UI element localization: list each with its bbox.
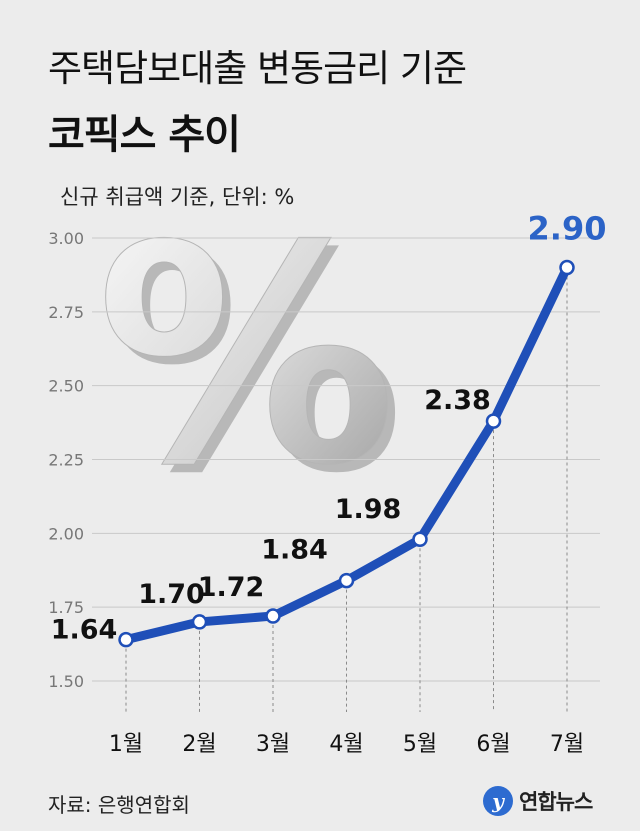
y-tick-label: 2.50: [48, 377, 84, 396]
value-label: 1.70: [138, 579, 205, 610]
chart-title-line1: 주택담보대출 변동금리 기준: [48, 47, 467, 90]
yonhap-logo-icon: y: [483, 786, 513, 816]
y-tick-label: 3.00: [48, 229, 84, 248]
y-tick-label: 1.50: [48, 672, 84, 691]
percent-symbol-shadow: %: [104, 190, 405, 539]
value-label: 1.72: [198, 572, 265, 603]
chart-title-line2: 코픽스 추이: [48, 112, 241, 158]
yonhap-logo: y 연합뉴스: [483, 786, 593, 816]
data-point: [118, 631, 134, 648]
source-note: 자료: 은행연합회: [48, 793, 190, 817]
value-label: 2.90: [528, 210, 607, 248]
yonhap-logo-text: 연합뉴스: [519, 790, 593, 814]
value-label: 1.64: [51, 615, 118, 646]
data-point: [412, 531, 428, 547]
y-tick-label: 2.00: [48, 524, 84, 543]
value-label: 1.84: [261, 535, 328, 566]
x-tick-label: 7월: [550, 732, 584, 757]
y-tick-label: 2.25: [48, 451, 84, 470]
value-label: 1.98: [335, 494, 402, 525]
value-label: 2.38: [424, 385, 491, 416]
chart-subtitle: 신규 취급액 기준, 단위: %: [60, 185, 295, 209]
x-tick-label: 4월: [329, 732, 363, 757]
data-point: [338, 572, 355, 589]
data-point: [485, 413, 502, 429]
y-tick-label: 2.75: [48, 303, 84, 322]
x-tick-label: 6월: [476, 732, 510, 757]
data-point: [559, 259, 575, 276]
y-tick-label: 1.75: [48, 598, 84, 617]
percent-symbol: %: [96, 182, 397, 531]
data-point: [265, 608, 281, 624]
x-tick-label: 5월: [403, 732, 437, 757]
x-tick-label: 2월: [182, 732, 216, 757]
x-tick-label: 1월: [109, 732, 143, 757]
percent-symbol-decoration: %%: [96, 182, 405, 540]
data-point: [191, 614, 208, 630]
x-tick-label: 3월: [256, 732, 290, 757]
